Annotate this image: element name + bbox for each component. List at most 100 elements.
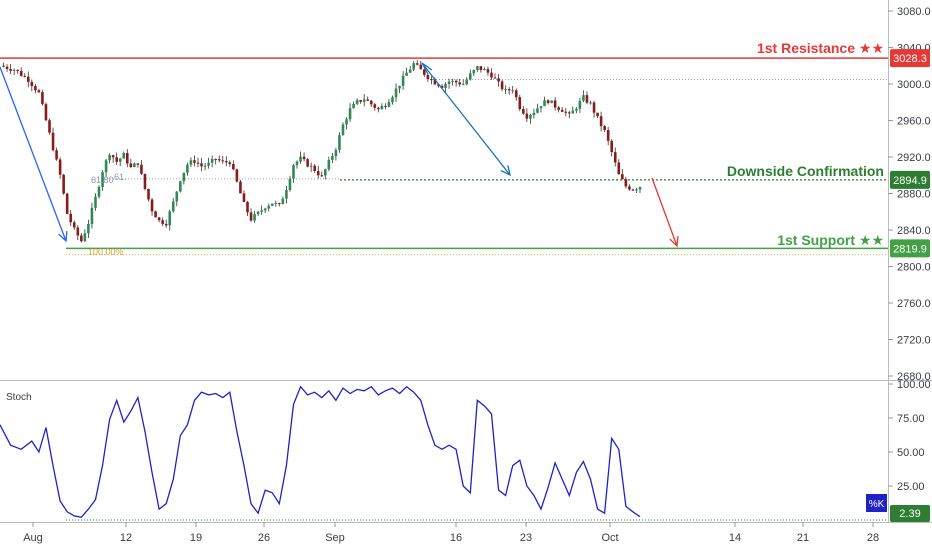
candle-body: [635, 189, 638, 191]
candle-body: [468, 73, 472, 80]
candle-body: [186, 164, 189, 173]
resistance-price-badge-bg: [890, 49, 930, 68]
candle-body: [65, 193, 69, 214]
candle-body: [603, 126, 606, 131]
candle-body: [133, 163, 136, 168]
candle-body: [599, 116, 603, 127]
candle-body: [221, 160, 225, 162]
candle-body: [345, 119, 348, 125]
trend-arrow-head: [421, 62, 433, 75]
candle-body: [125, 153, 129, 164]
candle-body: [486, 69, 490, 73]
candle-body: [394, 88, 398, 98]
candle-body: [260, 210, 263, 212]
candle-body: [578, 100, 582, 109]
candle-body: [532, 112, 536, 116]
stoch-tick-label: 25.00: [897, 481, 925, 493]
candle-body: [90, 207, 94, 224]
candle-body: [51, 132, 55, 151]
stoch-tick-label: 50.00: [897, 447, 925, 459]
fib-label: 100.00%: [88, 247, 124, 257]
trend-arrow-head: [500, 165, 511, 177]
candle-body: [348, 108, 352, 120]
candle-body: [564, 111, 568, 113]
stoch-title: Stoch: [6, 392, 32, 403]
candle-body: [224, 161, 228, 163]
candle-body: [419, 64, 423, 70]
candle-body: [518, 97, 522, 110]
candle-body: [154, 211, 157, 218]
candle-body: [281, 198, 285, 205]
time-tick-label: 14: [729, 532, 741, 544]
candle-body: [327, 159, 331, 170]
resistance-price-badge: 3028.3: [893, 53, 927, 65]
candle-body: [331, 156, 334, 160]
candle-body: [546, 100, 550, 104]
stoch-tick-label: 100.00: [897, 379, 931, 391]
time-tick-label: 26: [258, 532, 270, 544]
candle-body: [529, 115, 532, 119]
candle-body: [465, 79, 469, 85]
candle-body: [430, 79, 433, 81]
candle-body: [571, 110, 575, 114]
candle-body: [168, 211, 172, 226]
candle-body: [210, 158, 214, 163]
candle-body: [263, 208, 267, 211]
candle-body: [352, 103, 355, 109]
trend-arrow-head: [58, 230, 68, 243]
support-label: 1st Support ★★: [777, 232, 884, 248]
candle-body: [23, 75, 27, 77]
candle-body: [324, 169, 327, 176]
candle-body: [617, 162, 621, 175]
candle-body: [76, 227, 80, 236]
candle-body: [451, 80, 454, 82]
candle-body: [362, 99, 366, 102]
stoch-legend-badge: %K: [869, 499, 885, 510]
candle-body: [447, 81, 451, 85]
candle-body: [193, 160, 196, 163]
confirmation-label: Downside Confirmation: [727, 163, 884, 179]
candle-body: [256, 211, 260, 215]
candle-body: [504, 89, 507, 91]
candle-body: [115, 157, 118, 162]
candle-body: [408, 69, 412, 73]
candle-body: [592, 102, 596, 113]
candle-body: [415, 63, 419, 65]
candle-body: [334, 149, 338, 157]
candle-body: [97, 186, 101, 197]
candle-body: [338, 135, 341, 150]
fib-label: 61.: [114, 172, 127, 182]
candle-body: [235, 169, 239, 182]
candle-body: [87, 223, 90, 234]
candle-body: [274, 203, 278, 205]
candle-body: [203, 165, 207, 167]
candle-body: [610, 140, 614, 153]
candle-body: [433, 79, 437, 85]
stoch-legend-badge-bg: [866, 494, 887, 512]
candle-body: [313, 165, 316, 172]
candle-body: [377, 107, 380, 110]
candle-body: [19, 71, 23, 76]
candle-body: [423, 69, 426, 75]
candle-body: [497, 78, 500, 82]
candle-body: [454, 80, 458, 83]
price-tick-label: 3080.0: [897, 6, 931, 18]
candle-body: [341, 124, 345, 136]
projection-arrow-head: [669, 235, 679, 248]
candle-body: [550, 100, 553, 104]
stoch-last-value-bg: [890, 505, 930, 522]
candle-body: [278, 203, 281, 205]
candle-body: [437, 84, 440, 86]
candle-body: [217, 159, 221, 161]
candle-body: [536, 108, 539, 113]
candle-body: [543, 100, 546, 107]
stoch-k-line: [0, 385, 641, 519]
candle-body: [164, 223, 168, 226]
candle-body: [553, 100, 557, 108]
candle-body: [122, 153, 126, 159]
candle-body: [398, 85, 401, 89]
candle-body: [214, 158, 217, 160]
candle-body: [118, 158, 122, 162]
price-tick-label: 2920.0: [897, 152, 931, 164]
